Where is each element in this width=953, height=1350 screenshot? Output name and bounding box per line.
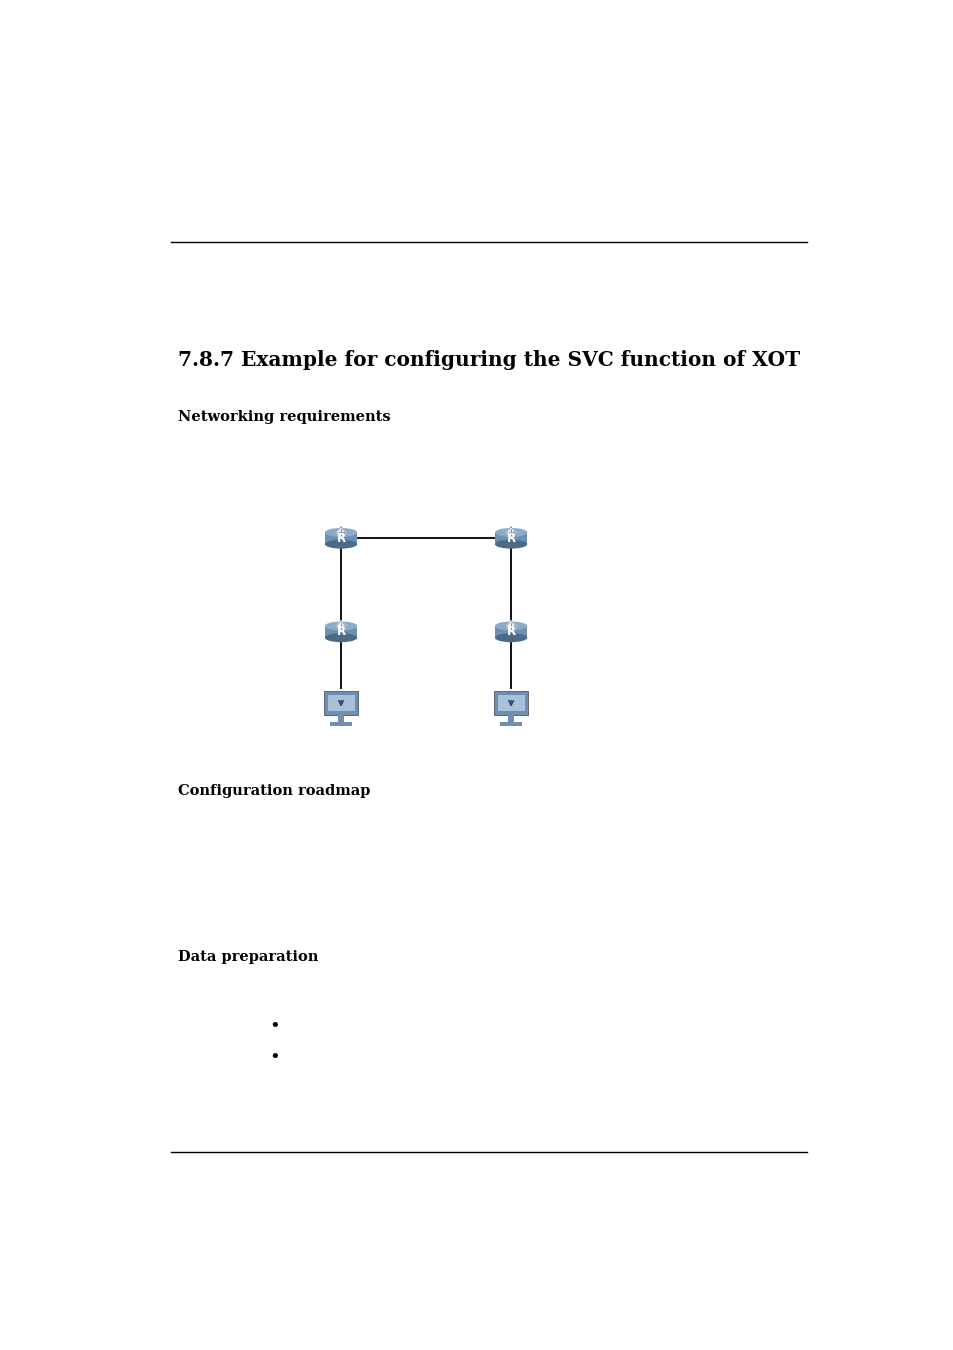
- Ellipse shape: [325, 528, 356, 537]
- Bar: [330, 722, 352, 725]
- Polygon shape: [336, 621, 345, 632]
- Bar: [508, 716, 514, 722]
- Ellipse shape: [325, 540, 356, 548]
- Bar: [497, 695, 524, 711]
- Text: R: R: [506, 532, 516, 545]
- FancyBboxPatch shape: [323, 691, 358, 716]
- Polygon shape: [506, 621, 516, 632]
- Text: •: •: [269, 1049, 279, 1066]
- Text: •: •: [269, 1018, 279, 1035]
- Bar: [325, 532, 356, 544]
- Ellipse shape: [495, 633, 527, 643]
- Ellipse shape: [325, 633, 356, 643]
- Bar: [327, 695, 355, 711]
- Polygon shape: [336, 526, 345, 537]
- Text: 7.8.7 Example for configuring the SVC function of XOT: 7.8.7 Example for configuring the SVC fu…: [178, 350, 800, 370]
- Bar: [495, 532, 527, 544]
- Polygon shape: [506, 526, 516, 537]
- Bar: [337, 716, 344, 722]
- Text: R: R: [336, 532, 345, 545]
- Text: Configuration roadmap: Configuration roadmap: [178, 784, 371, 798]
- Text: Networking requirements: Networking requirements: [178, 410, 391, 424]
- FancyBboxPatch shape: [494, 691, 528, 716]
- Text: R: R: [506, 625, 516, 639]
- Bar: [495, 626, 527, 637]
- Text: Data preparation: Data preparation: [178, 950, 318, 964]
- Ellipse shape: [325, 621, 356, 630]
- Bar: [325, 626, 356, 637]
- Ellipse shape: [495, 540, 527, 548]
- Ellipse shape: [495, 621, 527, 630]
- Bar: [499, 722, 522, 725]
- Text: R: R: [336, 625, 345, 639]
- Ellipse shape: [495, 528, 527, 537]
